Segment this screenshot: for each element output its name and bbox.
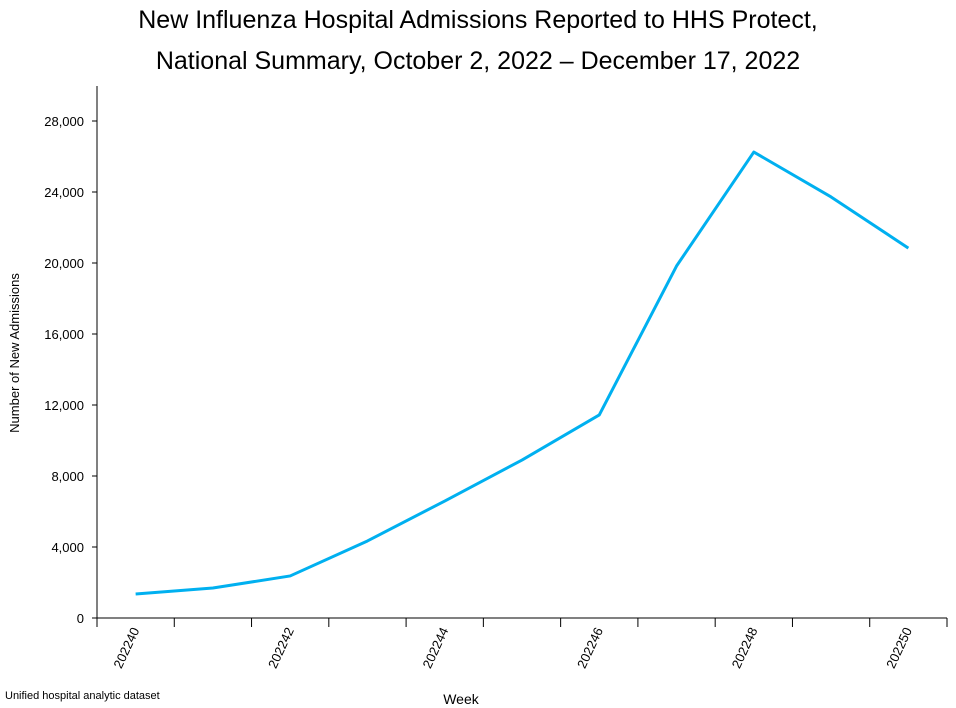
chart-title: New Influenza Hospital Admissions Report…	[0, 0, 956, 82]
x-axis-label: Week	[443, 691, 480, 707]
x-tick-label: 202246	[574, 625, 606, 671]
x-tick-label: 202250	[883, 625, 915, 671]
source-footnote: Unified hospital analytic dataset	[5, 690, 160, 702]
y-tick-label: 16,000	[44, 327, 84, 342]
x-tick-label: 202244	[420, 625, 452, 671]
x-tick-label: 202248	[729, 625, 761, 671]
y-tick-label: 0	[77, 611, 84, 626]
y-tick-label: 4,000	[51, 540, 84, 555]
chart-title-line-1: New Influenza Hospital Admissions Report…	[138, 6, 818, 34]
chart-title-line-2: National Summary, October 2, 2022 – Dece…	[155, 47, 801, 75]
series-line	[135, 150, 910, 596]
y-tick-label: 24,000	[44, 185, 84, 200]
x-tick-label: 202242	[265, 625, 297, 671]
x-tick-label: 202240	[110, 625, 142, 671]
y-tick-label: 20,000	[44, 256, 84, 271]
y-tick-label: 12,000	[44, 398, 84, 413]
y-tick-label: 8,000	[51, 469, 84, 484]
y-axis-label: Number of New Admissions	[7, 273, 22, 433]
y-tick-label: 28,000	[44, 114, 84, 129]
